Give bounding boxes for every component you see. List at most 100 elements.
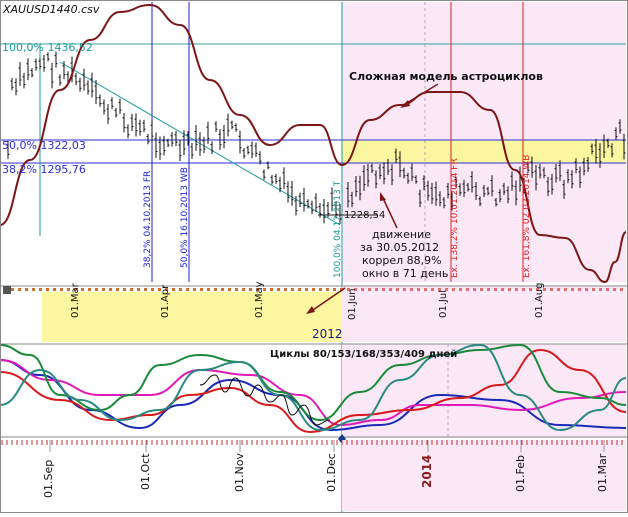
marker-label-wb-2014: Ex. 161,8% 02.02.2014 WB bbox=[522, 155, 532, 278]
tick-mark bbox=[368, 288, 371, 291]
tick-mark bbox=[242, 288, 245, 291]
tick-label-feb: 01.Feb bbox=[514, 455, 527, 492]
tick-mark bbox=[39, 288, 42, 291]
tick-label-mar-2012: 01.Mar bbox=[70, 282, 81, 318]
tick-mark bbox=[228, 288, 231, 291]
tick-mark bbox=[326, 288, 329, 291]
scroll-handle[interactable] bbox=[3, 286, 11, 294]
tick-mark bbox=[53, 288, 56, 291]
tick-mark bbox=[270, 288, 273, 291]
tick-mark bbox=[249, 288, 252, 291]
chart-title: XAUUSD1440.csv bbox=[2, 3, 100, 16]
tick-label-jun-2012: 01.Jun bbox=[347, 288, 358, 320]
tick-mark bbox=[179, 288, 182, 291]
timeline-ticks-bottom bbox=[1, 440, 623, 452]
tick-mark bbox=[109, 288, 112, 291]
tick-mark bbox=[214, 288, 217, 291]
tick-mark bbox=[186, 288, 189, 291]
tick-mark bbox=[466, 288, 469, 291]
tick-label-may-2012: 01.May bbox=[254, 281, 265, 318]
price-tag: 1228,54 bbox=[344, 210, 385, 221]
tick-mark bbox=[172, 288, 175, 291]
tick-mark bbox=[32, 288, 35, 291]
tick-mark bbox=[333, 288, 336, 291]
fib-zone-band bbox=[342, 140, 626, 163]
tick-mark bbox=[606, 288, 609, 291]
tick-mark bbox=[375, 288, 378, 291]
marker-label-fr-2014: Ex. 138,2% 10.01.2014 FR bbox=[450, 158, 460, 278]
tick-mark bbox=[144, 288, 147, 291]
tick-mark bbox=[298, 288, 301, 291]
tick-mark bbox=[382, 288, 385, 291]
tick-mark bbox=[543, 288, 546, 291]
tick-mark bbox=[137, 288, 140, 291]
tick-mark bbox=[557, 288, 560, 291]
tick-mark bbox=[116, 288, 119, 291]
tick-mark bbox=[277, 288, 280, 291]
tick-mark bbox=[200, 288, 203, 291]
tick-mark bbox=[536, 288, 539, 291]
year-2012-label: 2012 bbox=[312, 327, 343, 341]
tick-mark bbox=[438, 288, 441, 291]
timeline-2012: 01.Mar 01.Apr 01.May 01.Jun 01.Jul 01.Au… bbox=[0, 281, 628, 342]
tick-mark bbox=[620, 288, 623, 291]
tick-mark bbox=[130, 288, 133, 291]
tick-mark bbox=[263, 288, 266, 291]
astro-cycle-curve bbox=[0, 3, 627, 284]
tick-mark bbox=[46, 288, 49, 291]
tick-mark bbox=[599, 288, 602, 291]
tick-mark bbox=[571, 288, 574, 291]
tick-mark bbox=[403, 288, 406, 291]
tick-label-aug-2012: 01.Aug bbox=[534, 283, 545, 318]
tick-label-mar: 01.Mar bbox=[596, 453, 609, 492]
tick-mark bbox=[354, 288, 357, 291]
tick-mark bbox=[452, 288, 455, 291]
title-box bbox=[0, 2, 86, 16]
cycle-curve-5 bbox=[0, 343, 627, 432]
tick-mark bbox=[102, 288, 105, 291]
tick-mark bbox=[473, 288, 476, 291]
cycle-curves bbox=[0, 343, 627, 434]
tick-mark bbox=[207, 288, 210, 291]
tick-mark bbox=[88, 288, 91, 291]
tick-label-apr-2012: 01.Apr bbox=[160, 284, 171, 318]
tick-mark bbox=[18, 288, 21, 291]
movement-arrowhead-2 bbox=[306, 306, 315, 314]
tick-mark bbox=[284, 288, 287, 291]
fib-label-100: 100,0% 1436,52 bbox=[2, 41, 93, 54]
movement-arrow-2 bbox=[309, 287, 346, 313]
cycles-label: Циклы 80/153/168/353/409 дней bbox=[270, 349, 457, 360]
tick-mark bbox=[193, 288, 196, 291]
cycle-curve-6 bbox=[199, 374, 331, 426]
tick-mark bbox=[585, 288, 588, 291]
timeline-yellow bbox=[42, 292, 342, 342]
tick-mark bbox=[445, 288, 448, 291]
model-label: Сложная модель астроциклов bbox=[349, 70, 543, 83]
tick-mark bbox=[578, 288, 581, 291]
movement-line-2: за 30.05.2012 bbox=[360, 241, 439, 254]
tick-mark bbox=[158, 288, 161, 291]
tick-mark bbox=[74, 288, 77, 291]
tick-mark bbox=[501, 288, 504, 291]
tick-mark bbox=[459, 288, 462, 291]
tick-mark bbox=[25, 288, 28, 291]
tick-mark bbox=[494, 288, 497, 291]
tick-mark bbox=[431, 288, 434, 291]
tick-label-oct: 01.Oct bbox=[139, 453, 152, 490]
tick-mark bbox=[417, 288, 420, 291]
movement-line-4: окно в 71 день bbox=[362, 267, 448, 280]
tick-mark bbox=[564, 288, 567, 291]
movement-arrow bbox=[381, 195, 398, 229]
cycle-curve-4 bbox=[0, 343, 627, 422]
tick-mark bbox=[347, 288, 350, 291]
cycles-panel: Циклы 80/153/168/353/409 дней bbox=[0, 343, 628, 444]
tick-mark bbox=[291, 288, 294, 291]
tick-mark bbox=[305, 288, 308, 291]
tick-mark bbox=[613, 288, 616, 291]
tick-mark bbox=[592, 288, 595, 291]
tick-label-nov: 01.Nov bbox=[233, 453, 246, 492]
tick-mark bbox=[487, 288, 490, 291]
tick-mark bbox=[151, 288, 154, 291]
tick-label-jul-2012: 01.Jul bbox=[438, 290, 449, 318]
tick-mark bbox=[165, 288, 168, 291]
